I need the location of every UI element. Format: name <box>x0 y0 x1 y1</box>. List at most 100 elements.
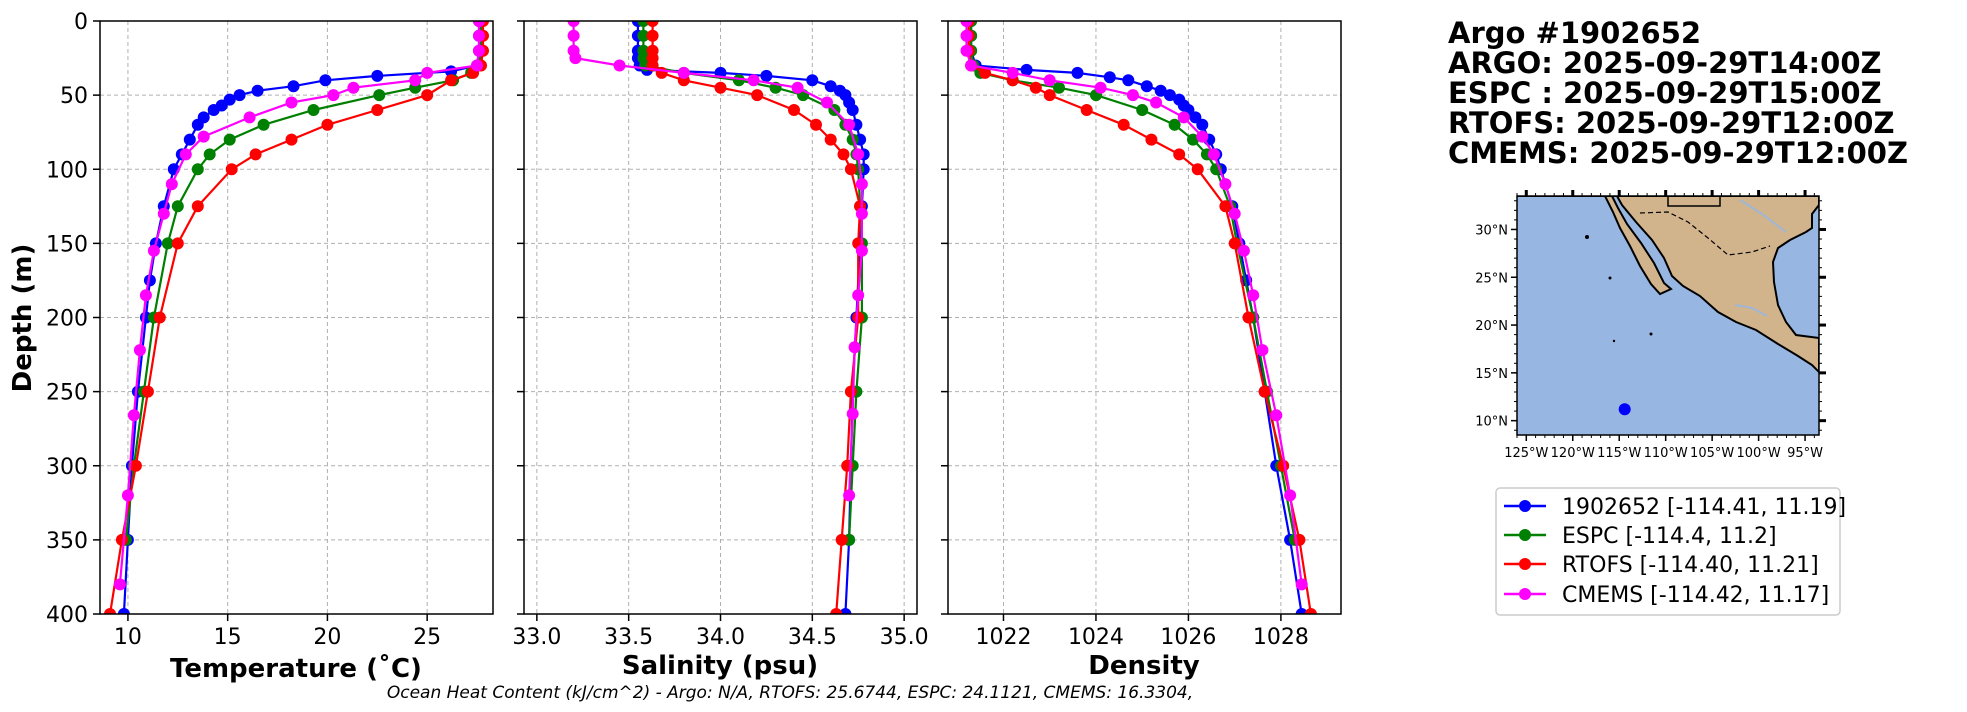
data-point-cmems <box>1270 409 1283 422</box>
data-point-rtofs <box>191 200 204 213</box>
data-point-rtofs <box>714 81 727 94</box>
data-point-rtofs <box>646 21 659 27</box>
x-tick-label: 20 <box>313 625 341 650</box>
data-point-cmems <box>197 130 210 143</box>
data-point-cmems <box>1256 344 1269 357</box>
data-point-1902652 <box>319 74 332 87</box>
data-point-cmems <box>569 52 582 65</box>
data-point-rtofs <box>141 385 154 398</box>
data-point-espc <box>732 74 745 87</box>
x-tick-label: 33.5 <box>604 625 653 650</box>
data-point-espc <box>1187 133 1199 146</box>
map-lat-label: 20°N <box>1475 319 1508 334</box>
data-point-1902652 <box>207 104 220 116</box>
data-point-1902652 <box>1122 74 1135 87</box>
x-tick-label: 34.0 <box>696 625 745 650</box>
header-line-argo-id: Argo #1902652 <box>1448 16 1701 50</box>
map-border-segment <box>1667 196 1721 207</box>
x-tick-label: 1022 <box>975 625 1031 650</box>
data-point-1902652 <box>839 608 852 614</box>
map-lon-label: 100°W <box>1737 446 1781 461</box>
data-point-1902652 <box>233 89 246 102</box>
data-point-cmems <box>1207 148 1220 161</box>
data-point-cmems <box>613 59 626 72</box>
location-map: 30°N 25°N 20°N 15°N 10°N 125°W 120°W 115°W 110°W… <box>1475 190 1826 461</box>
data-point-cmems <box>1219 178 1232 191</box>
data-point-cmems <box>852 148 865 161</box>
x-tick-label: 1026 <box>1160 625 1216 650</box>
data-point-rtofs <box>1242 311 1255 324</box>
data-point-espc <box>257 118 270 131</box>
data-point-cmems <box>677 66 690 79</box>
data-point-cmems <box>1043 74 1056 87</box>
map-river <box>1739 199 1787 233</box>
data-point-1902652 <box>1295 608 1308 614</box>
data-point-espc <box>161 237 174 250</box>
legend-entry: RTOFS [-114.40, 11.21] <box>1504 553 1819 578</box>
data-point-1902652 <box>1140 80 1153 93</box>
data-point-cmems <box>473 29 485 42</box>
depth-axis-title: Depth (m) <box>8 244 38 393</box>
data-point-rtofs <box>153 311 166 324</box>
data-point-espc <box>307 104 320 116</box>
data-point-espc <box>191 163 204 176</box>
data-point-1902652 <box>287 80 300 93</box>
y-tick-label: 0 <box>74 10 88 35</box>
data-point-cmems <box>1006 66 1019 79</box>
data-point-cmems <box>127 409 140 422</box>
y-tick-label: 400 <box>46 603 88 628</box>
data-point-cmems <box>567 29 580 42</box>
data-point-cmems <box>567 21 580 27</box>
x-tick-label: 25 <box>413 625 441 650</box>
temperature-axis-title: Temperature (˚C) <box>170 653 422 684</box>
data-point-1902652 <box>1154 84 1167 97</box>
map-land-mexico <box>1517 196 1819 374</box>
y-tick-label: 100 <box>46 158 88 183</box>
data-point-cmems <box>965 59 978 72</box>
data-point-rtofs <box>445 74 458 87</box>
legend-entry: ESPC [-114.4, 11.2] <box>1504 524 1777 549</box>
data-point-cmems <box>471 59 483 72</box>
data-point-rtofs <box>810 118 822 131</box>
map-lon-label: 110°W <box>1644 446 1688 461</box>
data-point-rtofs <box>1258 385 1271 398</box>
data-point-rtofs <box>830 608 843 614</box>
map-land-group <box>1517 196 1819 374</box>
data-point-rtofs <box>844 163 857 176</box>
map-island <box>1612 339 1616 343</box>
data-point-1902652 <box>143 274 156 287</box>
data-point-rtofs <box>824 133 837 146</box>
data-point-rtofs <box>1219 200 1232 213</box>
map-island <box>1649 332 1653 336</box>
legend-swatch-marker <box>1519 529 1531 541</box>
data-point-cmems <box>1228 207 1241 220</box>
data-point-cmems <box>133 344 146 357</box>
data-point-rtofs <box>1029 81 1042 94</box>
data-point-cmems <box>852 289 865 302</box>
header-line-rtofs-time: RTOFS: 2025-09-29T12:00Z <box>1448 106 1894 140</box>
data-point-espc <box>203 148 216 161</box>
data-point-rtofs <box>129 459 142 472</box>
map-ticks: 30°N 25°N 20°N 15°N 10°N 125°W 120°W 115°W 110°W… <box>1475 190 1826 461</box>
data-point-cmems <box>1237 244 1250 257</box>
x-tick-label: 15 <box>214 625 242 650</box>
data-point-cmems <box>139 289 152 302</box>
legend-frame <box>1495 487 1841 616</box>
map-lat-label: 30°N <box>1475 223 1508 238</box>
data-point-cmems <box>855 178 868 191</box>
data-point-espc <box>373 89 386 102</box>
legend-label: ESPC [-114.4, 11.2] <box>1562 524 1777 549</box>
data-point-rtofs <box>171 237 184 250</box>
data-point-rtofs <box>1304 608 1317 614</box>
map-lat-label: 15°N <box>1475 367 1508 382</box>
map-lat-label: 10°N <box>1475 415 1508 430</box>
data-point-cmems <box>347 81 360 94</box>
data-point-rtofs <box>1173 148 1186 161</box>
data-point-espc <box>1168 118 1181 131</box>
data-point-cmems <box>473 21 485 27</box>
legend-entry: CMEMS [-114.42, 11.17] <box>1504 583 1829 608</box>
data-point-cmems <box>960 21 973 27</box>
x-tick-label: 10 <box>114 625 142 650</box>
header-line-cmems-time: CMEMS: 2025-09-29T12:00Z <box>1448 136 1908 170</box>
density-axis-title: Density <box>1088 651 1200 681</box>
